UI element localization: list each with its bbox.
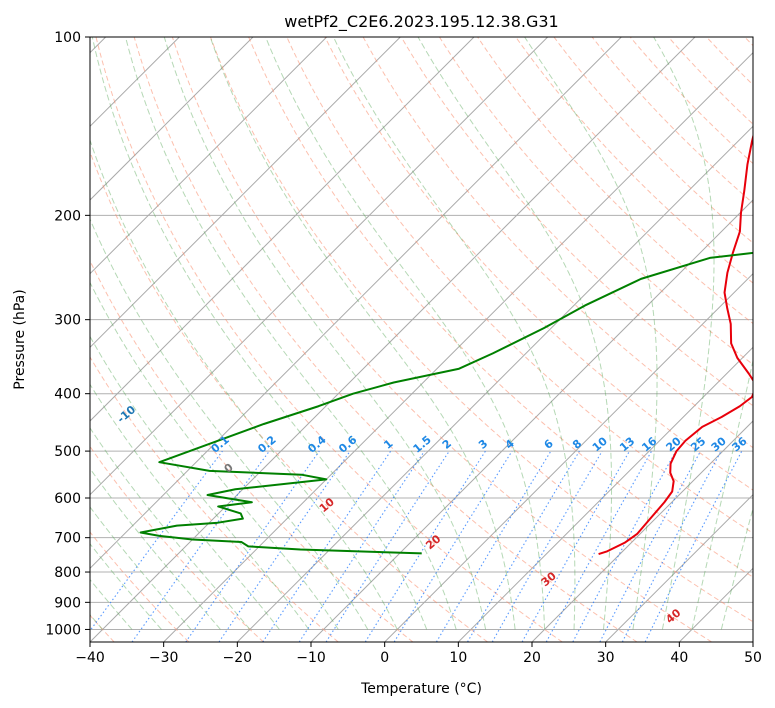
dry-adiabat-line xyxy=(324,37,753,491)
sounding-traces xyxy=(139,133,753,556)
isotherm-line xyxy=(236,125,753,642)
isotherm-line xyxy=(163,51,753,642)
isotherm-line xyxy=(384,272,753,642)
dry-adiabat-line xyxy=(248,37,753,578)
moist-adiabat-line xyxy=(90,427,251,630)
isotherm-line xyxy=(605,493,753,642)
x-tick-label: 0 xyxy=(380,650,389,666)
chart-title: wetPf2_C2E6.2023.195.12.38.G31 xyxy=(284,12,558,32)
x-tick-label: −10 xyxy=(296,650,326,666)
dry-adiabat-line xyxy=(286,37,753,534)
dry-adiabat-line xyxy=(439,37,753,366)
moist-adiabat-line xyxy=(163,37,487,630)
x-tick-label: −30 xyxy=(149,650,179,666)
y-tick-label: 200 xyxy=(54,208,81,224)
x-axis-ticks: −40 −30 −20 −10 0 10 20 30 40 50 xyxy=(75,642,762,666)
moist-adiabat-line xyxy=(91,37,428,630)
dry-adiabat-line xyxy=(362,37,753,449)
dry-adiabat-line xyxy=(90,531,190,642)
moist-adiabats xyxy=(90,37,753,630)
moist-adiabat-line xyxy=(90,383,280,630)
y-tick-label: 1000 xyxy=(45,622,81,638)
isotherm-line xyxy=(90,37,254,201)
x-tick-label: −20 xyxy=(223,650,253,666)
isotherm-line xyxy=(90,37,475,422)
dry-adiabat-line xyxy=(90,259,414,642)
mixing-ratio-line xyxy=(545,450,653,642)
skewed-isotherms xyxy=(90,37,753,642)
mixing-ratio-line xyxy=(364,450,486,642)
y-axis-label: Pressure (hPa) xyxy=(12,289,28,389)
dry-adiabat-line xyxy=(477,37,753,325)
dry-adiabat-line xyxy=(591,37,753,204)
moist-adiabat-line xyxy=(125,37,457,630)
moist-adiabat-line xyxy=(209,37,516,630)
mixing-ratio-line xyxy=(393,450,513,642)
moist-adiabat-line xyxy=(90,543,162,630)
y-tick-label: 300 xyxy=(54,313,81,329)
x-tick-label: −40 xyxy=(75,650,105,666)
dry-adiabat-line xyxy=(171,37,712,642)
dewpoint-trace xyxy=(139,251,753,555)
isotherm-line xyxy=(90,37,328,275)
isotherm-line xyxy=(457,346,753,642)
y-tick-label: 900 xyxy=(54,595,81,611)
mixing-ratio-line xyxy=(435,450,552,642)
isotherm-line xyxy=(90,37,549,496)
isotherm-line xyxy=(90,37,696,642)
moist-adiabat-line xyxy=(265,37,546,630)
y-axis-ticks: 100 200 300 400 500 600 700 800 900 1000 xyxy=(45,30,90,638)
x-tick-label: 20 xyxy=(523,650,541,666)
dry-adiabat-line xyxy=(553,37,753,244)
x-tick-label: 30 xyxy=(597,650,615,666)
dry-adiabat-line xyxy=(400,37,753,407)
x-tick-label: 50 xyxy=(744,650,762,666)
x-tick-label: 10 xyxy=(449,650,467,666)
moist-adiabat-line xyxy=(90,506,192,630)
y-tick-label: 500 xyxy=(54,444,81,460)
isotherm-line xyxy=(90,37,622,570)
mixing-ratio-line xyxy=(572,450,677,642)
dry-adiabat-line xyxy=(133,37,638,642)
mixing-ratio-line xyxy=(218,450,351,642)
x-tick-label: 40 xyxy=(670,650,688,666)
mixing-ratio-line xyxy=(467,450,580,642)
mixing-ratio-line xyxy=(491,450,603,642)
y-tick-label: 400 xyxy=(54,387,81,403)
moist-adiabat-line xyxy=(691,358,753,630)
y-tick-label: 600 xyxy=(54,491,81,507)
y-tick-label: 100 xyxy=(54,30,81,46)
temperature-trace xyxy=(598,133,753,556)
mixing-ratio-line xyxy=(90,450,223,632)
moist-adiabat-line xyxy=(653,37,715,630)
isotherm-line xyxy=(90,37,401,349)
isobar-grid xyxy=(90,37,753,630)
mixing-ratio-line xyxy=(131,450,270,642)
moist-adiabat-line xyxy=(90,578,133,630)
y-tick-label: 700 xyxy=(54,531,81,547)
moist-adiabat-line xyxy=(90,467,221,630)
mixing-ratio-line xyxy=(325,450,450,642)
mixing-ratio-line xyxy=(521,450,630,642)
dry-adiabat-line xyxy=(90,150,488,642)
dry-adiabat-line xyxy=(210,37,753,623)
plot-frame xyxy=(89,36,754,643)
dry-adiabat-line xyxy=(95,37,563,642)
moist-adiabat-line xyxy=(417,37,613,630)
dry-adiabats xyxy=(90,37,753,642)
moist-adiabat-line xyxy=(90,138,398,630)
isotherm-line xyxy=(531,420,753,642)
x-axis-label: Temperature (°C) xyxy=(360,681,482,697)
moist-adiabat-line xyxy=(90,217,369,630)
y-tick-label: 800 xyxy=(54,565,81,581)
moist-adiabat-line xyxy=(524,37,658,630)
